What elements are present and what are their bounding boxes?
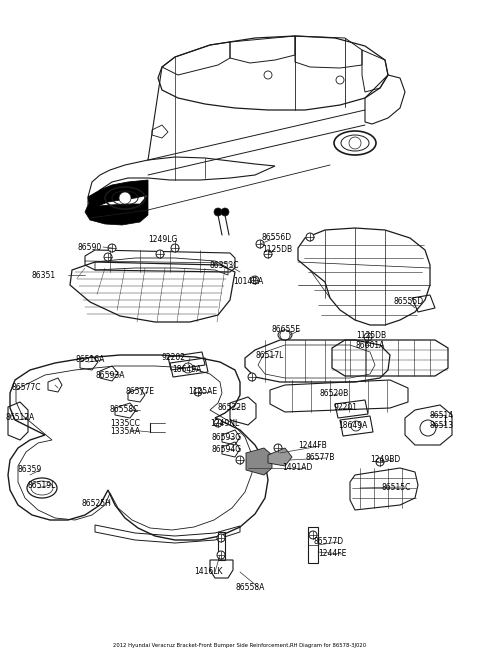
Text: 86594G: 86594G bbox=[212, 445, 242, 453]
Text: 18649A: 18649A bbox=[338, 421, 367, 430]
Circle shape bbox=[306, 233, 314, 241]
Text: 86577C: 86577C bbox=[12, 383, 41, 392]
Polygon shape bbox=[85, 195, 148, 225]
Text: 86515C: 86515C bbox=[382, 483, 411, 491]
Polygon shape bbox=[88, 180, 148, 210]
Circle shape bbox=[236, 456, 244, 464]
Circle shape bbox=[309, 531, 317, 539]
Text: 1249LG: 1249LG bbox=[148, 236, 178, 244]
Text: 86556D: 86556D bbox=[262, 233, 292, 242]
Text: 86514: 86514 bbox=[430, 411, 454, 419]
Circle shape bbox=[264, 250, 272, 258]
Ellipse shape bbox=[278, 330, 292, 340]
Circle shape bbox=[248, 373, 256, 381]
Circle shape bbox=[420, 420, 436, 436]
Text: 1125AE: 1125AE bbox=[188, 388, 217, 396]
Text: 86555D: 86555D bbox=[394, 297, 424, 307]
Circle shape bbox=[194, 388, 202, 396]
Text: 86593A: 86593A bbox=[96, 371, 125, 379]
Text: 1014DA: 1014DA bbox=[233, 278, 263, 286]
Text: 86351: 86351 bbox=[32, 271, 56, 280]
Text: 2012 Hyundai Veracruz Bracket-Front Bumper Side Reinforcement,RH Diagram for 865: 2012 Hyundai Veracruz Bracket-Front Bump… bbox=[113, 643, 367, 648]
Text: 86655E: 86655E bbox=[272, 326, 301, 335]
Text: 86517L: 86517L bbox=[255, 350, 283, 360]
Circle shape bbox=[214, 208, 222, 216]
Text: 86601A: 86601A bbox=[356, 341, 385, 350]
Text: 86522B: 86522B bbox=[218, 403, 247, 411]
Circle shape bbox=[156, 250, 164, 258]
Circle shape bbox=[104, 253, 112, 261]
Circle shape bbox=[221, 208, 229, 216]
Circle shape bbox=[364, 333, 372, 341]
Circle shape bbox=[351, 421, 361, 431]
Text: 86512A: 86512A bbox=[5, 413, 34, 422]
Circle shape bbox=[274, 444, 282, 452]
Text: 1335AA: 1335AA bbox=[110, 428, 140, 436]
Text: 86353C: 86353C bbox=[210, 261, 240, 271]
Circle shape bbox=[217, 551, 225, 559]
Text: 86520B: 86520B bbox=[320, 388, 349, 398]
Circle shape bbox=[217, 534, 225, 542]
Text: 1244FE: 1244FE bbox=[318, 550, 347, 559]
Circle shape bbox=[336, 76, 344, 84]
Text: 92201: 92201 bbox=[334, 403, 358, 413]
Circle shape bbox=[376, 458, 384, 466]
Text: 92202: 92202 bbox=[162, 354, 186, 362]
Text: 86593G: 86593G bbox=[212, 434, 242, 443]
Circle shape bbox=[280, 330, 290, 340]
Polygon shape bbox=[246, 448, 272, 475]
Text: 1491AD: 1491AD bbox=[282, 464, 312, 472]
Circle shape bbox=[171, 244, 179, 252]
Circle shape bbox=[108, 244, 116, 252]
Text: 86519L: 86519L bbox=[28, 481, 56, 489]
Text: 86558A: 86558A bbox=[236, 582, 265, 591]
Text: 86558C: 86558C bbox=[110, 405, 139, 415]
Text: 1249BD: 1249BD bbox=[370, 455, 400, 464]
Text: 86577E: 86577E bbox=[126, 388, 155, 396]
Text: 1244FB: 1244FB bbox=[298, 441, 327, 451]
Text: 86513: 86513 bbox=[430, 421, 454, 430]
Text: 86577D: 86577D bbox=[314, 538, 344, 546]
Circle shape bbox=[251, 276, 259, 284]
Polygon shape bbox=[268, 448, 292, 466]
Circle shape bbox=[119, 192, 131, 204]
Text: 86359: 86359 bbox=[18, 466, 42, 474]
Text: 1416LK: 1416LK bbox=[194, 567, 223, 576]
Text: 86516A: 86516A bbox=[75, 356, 104, 364]
Text: 1335CC: 1335CC bbox=[110, 419, 140, 428]
Circle shape bbox=[264, 71, 272, 79]
Text: 86577B: 86577B bbox=[306, 453, 336, 462]
Text: 86525H: 86525H bbox=[82, 500, 112, 508]
Circle shape bbox=[214, 419, 222, 427]
Text: 86590: 86590 bbox=[78, 242, 102, 252]
Text: 1125DB: 1125DB bbox=[262, 244, 292, 253]
Circle shape bbox=[183, 363, 193, 373]
Text: 1125DB: 1125DB bbox=[356, 331, 386, 339]
Circle shape bbox=[349, 137, 361, 149]
Circle shape bbox=[256, 240, 264, 248]
Text: 1249NL: 1249NL bbox=[210, 419, 239, 428]
Text: 18649A: 18649A bbox=[172, 365, 202, 375]
